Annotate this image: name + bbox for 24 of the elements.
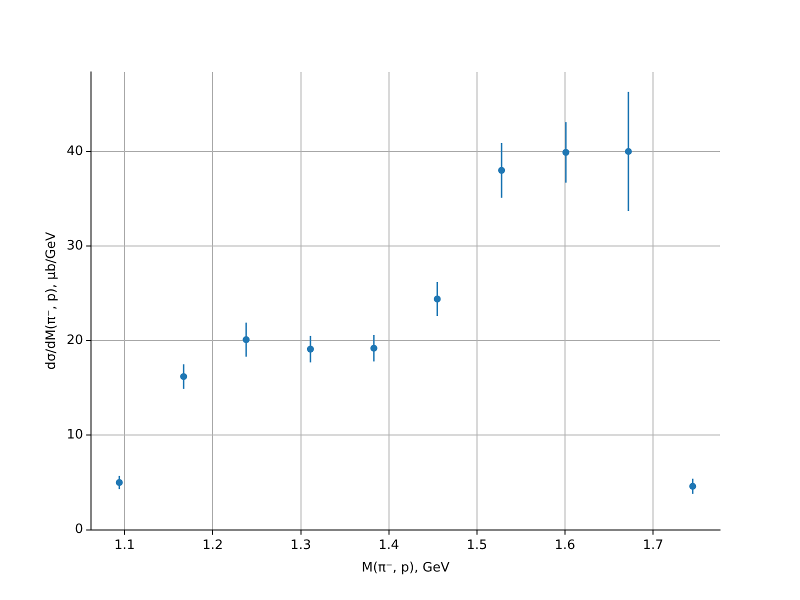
x-tick-label: 1.7 bbox=[642, 538, 664, 553]
point bbox=[116, 479, 123, 486]
point bbox=[624, 148, 632, 155]
x-axis-title: M(π⁻, p), GeV bbox=[362, 560, 450, 576]
y-tick-label: 40 bbox=[66, 144, 84, 159]
point bbox=[434, 296, 441, 303]
y-tick-label: 10 bbox=[66, 428, 84, 443]
point bbox=[498, 166, 506, 174]
y-tick-label: 30 bbox=[66, 238, 84, 254]
y-axis-title: dσ/dM(π⁻, p), μb/GeV bbox=[44, 232, 60, 370]
point bbox=[370, 344, 378, 352]
point bbox=[180, 373, 188, 380]
y-tick-label: 0 bbox=[74, 522, 84, 538]
x-tick-label: 1.4 bbox=[378, 538, 400, 553]
x-tick-label: 1.5 bbox=[466, 538, 488, 553]
x-tick-label: 1.6 bbox=[554, 538, 576, 553]
y-tick-label: 20 bbox=[66, 333, 84, 348]
point bbox=[242, 336, 250, 344]
x-tick-label: 1.2 bbox=[202, 538, 224, 553]
x-tick-label: 1.1 bbox=[114, 538, 135, 553]
point bbox=[689, 482, 696, 490]
point bbox=[306, 346, 314, 353]
point bbox=[562, 148, 570, 156]
x-tick-label: 1.3 bbox=[290, 538, 312, 553]
